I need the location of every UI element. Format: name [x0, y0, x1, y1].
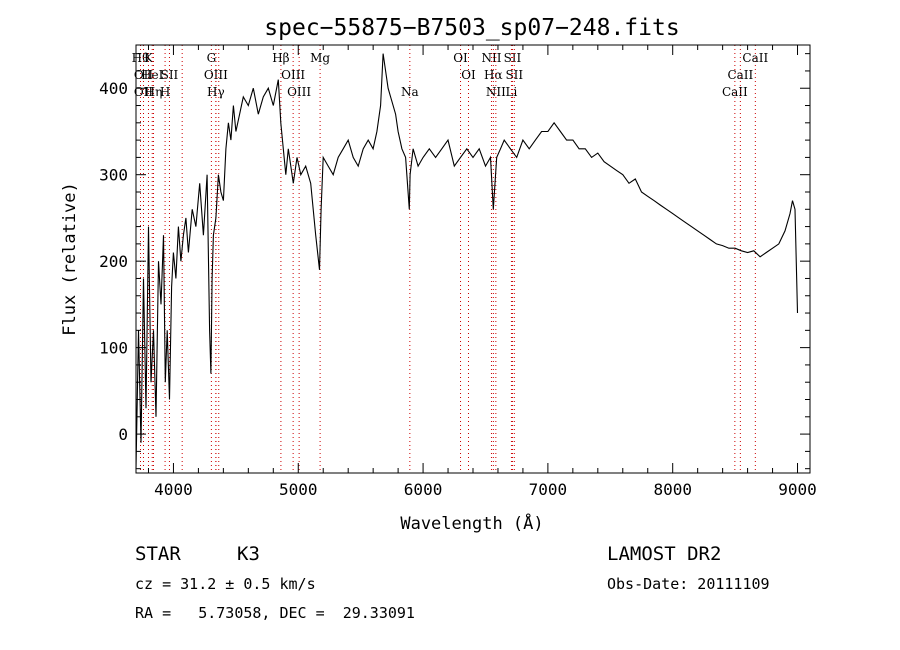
line-marker-label: OIII: [287, 85, 311, 99]
y-tick-label: 100: [99, 339, 128, 358]
coords-label: RA = 5.73058, DEC = 29.33091: [135, 604, 415, 622]
x-tick-label: 9000: [778, 480, 817, 499]
line-marker-label: CaII: [722, 85, 748, 99]
line-marker-label: HeI: [141, 68, 164, 82]
x-tick-label: 8000: [653, 480, 692, 499]
y-tick-label: 400: [99, 79, 128, 98]
y-tick-label: 300: [99, 166, 128, 185]
line-marker-label: OII: [134, 68, 154, 82]
line-marker-label: SII: [161, 68, 179, 82]
x-tick-label: 7000: [529, 480, 568, 499]
survey-label: LAMOST DR2: [607, 543, 722, 565]
line-marker-label: NII: [481, 51, 501, 65]
axis-tick-layer: 4000 5000 6000 7000 8000 9000 0 100 200 300 400: [99, 45, 817, 499]
series-layer: [135, 53, 799, 469]
y-tick-label: 0: [118, 425, 128, 444]
line-marker-label: Hγ: [207, 85, 225, 99]
line-marker-label: Hβ: [272, 51, 289, 65]
spectrum-line: [135, 53, 799, 469]
line-marker-label: H: [160, 85, 170, 99]
line-marker-label: SII: [504, 51, 522, 65]
x-axis-label: Wavelength (Å): [400, 512, 543, 534]
x-tick-label: 6000: [404, 480, 443, 499]
line-marker-layer: HθOIIOIIKHeIHηHSIIGOIIIHγHβOIIIOIIIMgNaO…: [132, 45, 768, 473]
object-type-label: STAR: [135, 543, 181, 565]
line-marker-label: SII: [505, 68, 523, 82]
y-axis-label: Flux (relative): [60, 182, 80, 336]
line-marker-label: OI: [461, 68, 476, 82]
line-marker-label: OIII: [281, 68, 305, 82]
line-marker-label: CaII: [742, 51, 768, 65]
line-marker-label: G: [207, 51, 217, 65]
line-marker-label: K: [144, 51, 154, 65]
line-marker-label: OIII: [204, 68, 228, 82]
line-marker-label: CaII: [727, 68, 753, 82]
line-marker-label: Li: [506, 85, 518, 99]
line-marker-label: NII: [486, 85, 506, 99]
chart-title: spec−55875−B7503_sp07−248.fits: [264, 15, 679, 41]
plot-frame: [135, 44, 811, 474]
x-tick-label: 4000: [154, 480, 193, 499]
y-tick-label: 200: [99, 252, 128, 271]
line-marker-label: Hα: [484, 68, 503, 82]
line-marker-label: Na: [401, 85, 419, 99]
line-marker-label: OI: [453, 51, 468, 65]
line-marker-label: Hη: [145, 85, 163, 99]
redshift-label: cz = 31.2 ± 0.5 km/s: [135, 575, 316, 593]
subclass-label: K3: [237, 543, 260, 565]
line-marker-label: Mg: [310, 51, 330, 65]
x-tick-label: 5000: [279, 480, 318, 499]
obs-date-label: Obs-Date: 20111109: [607, 575, 770, 593]
